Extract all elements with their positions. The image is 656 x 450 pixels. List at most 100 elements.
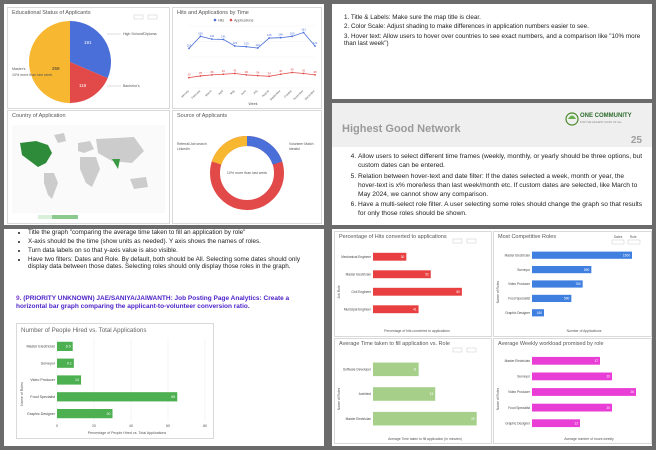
apps-point[interactable] — [268, 75, 271, 78]
bar[interactable] — [373, 411, 477, 426]
pie-label-high-school: 191 — [84, 40, 92, 45]
hits-point[interactable] — [302, 31, 305, 34]
world-map — [12, 125, 165, 219]
apps-data-label: 38 — [313, 70, 317, 74]
hits-point[interactable] — [199, 35, 202, 38]
apps-point[interactable] — [233, 72, 236, 75]
bullet-1: Title the graph "comparing the average t… — [28, 229, 316, 237]
bar[interactable] — [532, 356, 600, 365]
data-label: 13 — [75, 378, 79, 382]
item-5: Relation between hover-text and date fil… — [358, 173, 644, 200]
bar[interactable] — [57, 375, 82, 385]
bar[interactable] — [532, 419, 580, 428]
map-australia[interactable] — [130, 177, 148, 189]
apps-point[interactable] — [302, 72, 305, 75]
bar[interactable] — [373, 287, 462, 296]
bar[interactable] — [532, 372, 612, 381]
map-india[interactable] — [112, 159, 120, 169]
apps-data-label: 40 — [222, 69, 226, 73]
hits-point[interactable] — [245, 45, 248, 48]
data-label: 8.5 — [66, 345, 71, 349]
category-label: Food Specialist — [30, 395, 55, 399]
donut-segment-idealist[interactable] — [211, 136, 248, 165]
avg-workload-xlabel: Average number of hours weekly — [564, 437, 614, 441]
bar[interactable] — [373, 305, 419, 314]
legend-hits: Hits — [218, 19, 224, 23]
hits-point[interactable] — [291, 35, 293, 38]
tick-label: 20 — [92, 424, 96, 428]
apps-point[interactable] — [211, 74, 213, 76]
hits-point[interactable] — [211, 38, 213, 40]
hits-point[interactable] — [233, 45, 236, 47]
hired-bar-chart: Name of Roles Percentage of People Hired… — [20, 338, 207, 435]
hits-point[interactable] — [256, 47, 259, 49]
map-south-america[interactable] — [44, 173, 58, 199]
source-chart-title: Source of Applicants — [177, 113, 228, 119]
competitive-roles-card: Most Competitive Roles Name of Roles Num… — [493, 231, 652, 337]
map-color-scale — [38, 215, 78, 219]
filter-role-dropdown[interactable] — [627, 239, 641, 245]
task-text: (PRIORITY UNKNOWN) JAE/SANIYA/JAIWANTH: … — [16, 295, 290, 311]
avg-time-xlabel: Average Time taken to fill application (… — [388, 437, 462, 441]
map-asia[interactable] — [96, 137, 144, 163]
map-north-america[interactable] — [20, 141, 52, 167]
hits-point[interactable] — [188, 47, 190, 50]
bar[interactable] — [373, 362, 419, 377]
apps-point[interactable] — [256, 74, 259, 77]
bar[interactable] — [57, 392, 178, 402]
apps-point[interactable] — [314, 74, 316, 76]
task-heading: 9. (PRIORITY UNKNOWN) JAE/SANIYA/JAIWANT… — [16, 295, 312, 312]
bar[interactable] — [532, 403, 612, 412]
bar[interactable] — [373, 252, 407, 261]
bar[interactable] — [57, 358, 74, 368]
hits-point[interactable] — [222, 38, 225, 41]
apps-point[interactable] — [222, 73, 225, 76]
hits-point[interactable] — [268, 37, 271, 39]
apps-point[interactable] — [188, 76, 190, 79]
source-donut: 10% more than last week Referral/Job sea… — [177, 136, 314, 210]
apps-point[interactable] — [199, 75, 202, 77]
pie-slice-high-school[interactable] — [70, 21, 111, 79]
bullet-3: Turn data labels on so that y-axis value… — [28, 247, 316, 255]
bar[interactable] — [532, 294, 572, 302]
competitive-roles-bar-chart: Name of Roles Number of Applications Dat… — [496, 235, 641, 333]
bar[interactable] — [532, 280, 583, 288]
apps-point[interactable] — [291, 71, 293, 74]
category-label: Graphic Designer — [27, 412, 56, 416]
map-greenland[interactable] — [54, 133, 66, 143]
apps-data-label: 38 — [245, 70, 249, 74]
hits-chart-title: Hits and Applications by Time — [177, 10, 249, 16]
avg-time-title: Average Time taken to fill application v… — [339, 341, 450, 347]
bar[interactable] — [373, 387, 436, 401]
bar[interactable] — [57, 408, 113, 419]
map-europe[interactable] — [78, 141, 94, 153]
hits-point[interactable] — [279, 36, 282, 39]
month-tick: April — [217, 89, 224, 96]
category-label: Master Electrician — [505, 359, 531, 363]
bar[interactable] — [532, 266, 592, 274]
category-label: Surveyor — [517, 375, 531, 379]
bar[interactable] — [532, 309, 544, 317]
comparison-note: 10% more than last week — [12, 73, 53, 77]
data-label: 26 — [630, 390, 634, 394]
bullet-4: Have two filters: Dates and Role. By def… — [28, 256, 316, 272]
donut-segment-referral[interactable] — [246, 136, 283, 165]
bar[interactable] — [532, 251, 632, 259]
bar[interactable] — [532, 388, 636, 396]
map-africa[interactable] — [80, 157, 100, 187]
pie-slice-masters[interactable] — [29, 21, 70, 103]
hits-xlabel: Week — [248, 102, 257, 106]
apps-point[interactable] — [245, 74, 248, 76]
hired-ylabel: Name of Roles — [20, 382, 24, 406]
bar[interactable] — [57, 341, 73, 352]
bar[interactable] — [373, 270, 431, 279]
hits-point[interactable] — [314, 45, 316, 47]
avg-workload-ylabel: Name of Roles — [496, 387, 500, 410]
filter-dates-dropdown[interactable] — [611, 239, 625, 245]
apps-point[interactable] — [279, 73, 282, 76]
tick-label: 0 — [56, 424, 58, 428]
pie-slice-bachelors[interactable] — [70, 62, 108, 103]
category-label: Video Producer — [30, 378, 56, 382]
tick-label: 60 — [166, 424, 170, 428]
hits-data-label: 150 — [290, 31, 295, 35]
